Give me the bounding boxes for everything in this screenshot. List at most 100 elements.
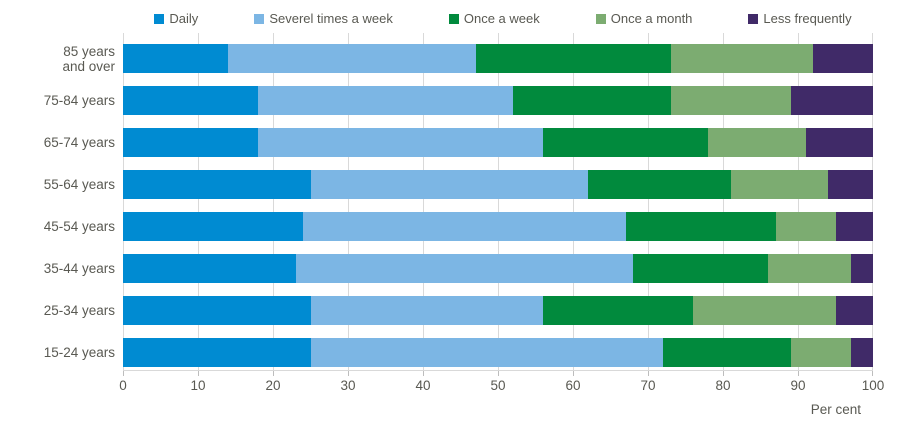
x-tick-mark (872, 371, 873, 376)
y-axis-label: 45-54 years (43, 219, 115, 234)
legend-item: Daily (154, 11, 198, 26)
bar-row (123, 128, 873, 157)
bar-segment (513, 86, 671, 115)
plot-area (123, 33, 873, 371)
x-tick-mark (573, 371, 574, 376)
bar-segment (543, 128, 708, 157)
gridline (123, 33, 124, 370)
legend-swatch-icon (748, 13, 759, 24)
bar-segment (123, 44, 228, 73)
bar-segment (790, 338, 851, 367)
legend-label: Less frequently (763, 11, 852, 26)
y-axis-label: 55-64 years (43, 177, 115, 192)
x-tick-label: 60 (565, 378, 581, 393)
x-tick-label: 10 (190, 378, 206, 393)
bar-segment (258, 128, 543, 157)
bar-segment (123, 170, 311, 199)
bar-row (123, 44, 873, 73)
gridline (348, 33, 349, 370)
x-tick-mark (273, 371, 274, 376)
x-tick-mark (648, 371, 649, 376)
bar-segment (295, 254, 633, 283)
y-axis-label: 15-24 years (43, 345, 115, 360)
gridline (798, 33, 799, 370)
bar-segment (805, 128, 873, 157)
bar-segment (543, 296, 693, 325)
x-tick-label: 50 (490, 378, 506, 393)
bar-segment (633, 254, 768, 283)
bar-segment (123, 86, 258, 115)
legend-item: Less frequently (748, 11, 852, 26)
x-tick-label: 100 (861, 378, 885, 393)
y-axis-label: 75-84 years (43, 93, 115, 108)
bar-segment (123, 254, 296, 283)
bar-segment (730, 170, 828, 199)
bar-segment (123, 212, 303, 241)
gridline (723, 33, 724, 370)
bar-segment (835, 296, 873, 325)
x-tick-label: 20 (265, 378, 281, 393)
y-axis-label: 65-74 years (43, 135, 115, 150)
bar-segment (693, 296, 836, 325)
legend-swatch-icon (595, 13, 606, 24)
bar-segment (228, 44, 476, 73)
x-tick-mark (798, 371, 799, 376)
bar-segment (625, 212, 776, 241)
legend-label: Once a month (610, 11, 693, 26)
bar-segment (670, 44, 813, 73)
bar-segment (828, 170, 873, 199)
legend-label: Daily (169, 11, 199, 26)
x-axis-title: Per cent (810, 402, 861, 417)
legend-swatch-icon (154, 13, 165, 24)
bar-row (123, 170, 873, 199)
gridline (198, 33, 199, 370)
bar-segment (310, 170, 588, 199)
y-axis-label: 35-44 years (43, 261, 115, 276)
bar-segment (123, 296, 311, 325)
x-tick-label: 90 (790, 378, 806, 393)
bar-segment (258, 86, 513, 115)
bar-segment (588, 170, 731, 199)
bar-row (123, 296, 873, 325)
bar-segment (850, 338, 873, 367)
bar-row (123, 86, 873, 115)
bar-row (123, 212, 873, 241)
bar-row (123, 254, 873, 283)
legend-item: Severel times a week (254, 11, 393, 26)
x-tick-label: 0 (119, 378, 127, 393)
bar-row (123, 338, 873, 367)
gridline (872, 33, 873, 370)
bar-segment (475, 44, 671, 73)
x-tick-mark (498, 371, 499, 376)
bar-segment (775, 212, 836, 241)
x-tick-mark (423, 371, 424, 376)
gridline (423, 33, 424, 370)
legend-item: Once a month (595, 11, 693, 26)
gridline (498, 33, 499, 370)
bar-segment (310, 296, 543, 325)
bar-segment (708, 128, 806, 157)
bar-segment (310, 338, 663, 367)
bar-segment (670, 86, 791, 115)
bar-segment (768, 254, 851, 283)
gridline (648, 33, 649, 370)
legend-label: Severel times a week (269, 11, 393, 26)
x-tick-mark (348, 371, 349, 376)
y-axis-label: 85 years and over (62, 43, 115, 74)
x-tick-mark (123, 371, 124, 376)
x-tick-label: 70 (640, 378, 656, 393)
bar-segment (850, 254, 873, 283)
x-tick-mark (198, 371, 199, 376)
x-tick-label: 80 (715, 378, 731, 393)
bars-container (123, 44, 873, 380)
bar-segment (835, 212, 873, 241)
legend-swatch-icon (254, 13, 265, 24)
chart-legend: Daily Severel times a week Once a week Once… (123, 11, 883, 26)
legend-swatch-icon (448, 13, 459, 24)
bar-segment (123, 128, 258, 157)
x-tick-label: 30 (340, 378, 356, 393)
bar-segment (303, 212, 626, 241)
gridline (273, 33, 274, 370)
legend-item: Once a week (448, 11, 540, 26)
